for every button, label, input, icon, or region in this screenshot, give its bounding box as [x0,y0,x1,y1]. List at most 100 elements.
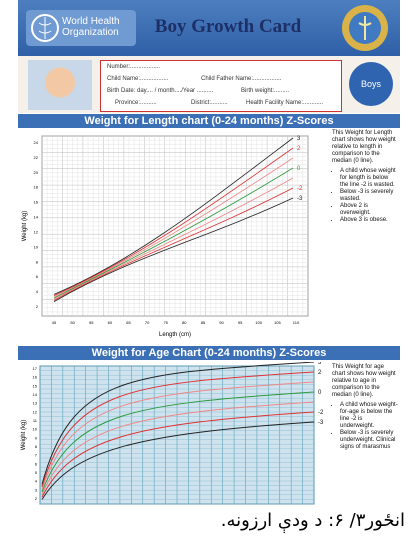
x-tick-label: 65 [126,320,131,325]
bullet: A child whose weight for length is below… [340,168,398,189]
y-tick-label: 10 [33,427,38,432]
x-axis-label: Length (cm) [159,332,191,338]
curve-label: -2 [318,410,324,416]
bullet: Below -3 is severely underweight. Clinic… [340,430,398,451]
field: Health Facility Name:............ [246,100,324,106]
curve-label: 3 [318,362,322,366]
z-curve [53,177,294,300]
side-text: This Weight for age chart shows how weig… [332,364,396,398]
section-heading: Weight for Length chart (0-24 months) Z-… [18,114,400,128]
side-text: This Weight for Length chart shows how w… [332,130,396,164]
z-curve [53,147,294,296]
bullet-list: A child whose weight-for-age is below th… [340,402,398,451]
field: Child Father Name:................. [201,76,282,82]
x-tick-label: 110 [293,320,300,325]
curve-label: -3 [318,420,324,426]
z-curve [53,137,294,295]
y-tick-label: 2 [36,304,39,309]
field: Number:.................. [107,64,161,70]
field: Child Name:................. [107,76,169,82]
z-curve [41,391,315,493]
y-tick-label: 20 [34,170,39,175]
y-tick-label: 2 [35,496,38,501]
bullet: Below -3 is severely wasted. [340,189,398,203]
card-title: Boy Growth Card [154,16,302,37]
z-curve [41,362,315,485]
x-tick-label: 45 [52,320,57,325]
y-tick-label: 18 [34,185,39,190]
y-axis-label: Weight (kg) [21,420,27,451]
field: District:.......... [191,100,228,106]
field: Birth Date: day.... / month..../Year ...… [107,88,214,94]
side-note: This Weight for age chart shows how weig… [332,364,398,451]
weight-age-chart: 2 3 4 5 6 7 8 9 10 11 12 13 14 15 16 17 Weight (kg) 3 2 0 -2… [21,362,324,505]
z-curve [41,401,315,495]
x-tick-label: 55 [89,320,94,325]
x-tick-label: 100 [255,320,262,325]
y-tick-label: 4 [36,289,39,294]
y-tick-label: 11 [33,418,38,423]
y-tick-label: 14 [33,392,38,397]
weight-length-chart: 45 50 55 60 65 70 75 80 85 90 95 100 105 110246810121… [22,135,309,338]
y-tick-label: 4 [35,479,38,484]
z-curve [41,381,315,490]
caption: انځور۳/ ۶: د ودې ارزونه. [220,510,405,531]
who-emblem [31,14,59,42]
y-tick-label: 12 [33,409,38,414]
y-tick-label: 5 [35,470,38,475]
x-tick-label: 50 [70,320,75,325]
x-tick-label: 60 [108,320,113,325]
side-note: This Weight for Length chart shows how w… [332,130,398,224]
curve-label: -3 [297,196,303,202]
header: World Health Organization Boy Growth Car… [18,0,400,56]
field: Birth weight:......... [241,88,290,94]
curve-label: 0 [297,166,301,172]
curve-label: 2 [297,146,301,152]
z-curve [53,197,294,302]
z-curve [53,157,294,298]
y-tick-label: 6 [35,461,38,466]
y-axis-label: Weight (kg) [22,211,28,242]
z-curve [53,187,294,301]
bullet-list: A child whose weight for length is below… [340,168,398,224]
y-tick-label: 16 [34,200,39,205]
y-tick-label: 16 [33,375,38,380]
y-tick-label: 13 [33,401,38,406]
x-tick-label: 95 [238,320,243,325]
y-tick-label: 3 [35,487,38,492]
x-tick-label: 70 [145,320,150,325]
section-heading: Weight for Age Chart (0-24 months) Z-Sco… [18,346,400,360]
bullet: A child whose weight-for-age is below th… [340,402,398,430]
y-tick-label: 9 [35,435,38,440]
bullet: Above 2 is overweight. [340,203,398,217]
y-tick-label: 24 [34,140,39,145]
curve-label: 2 [318,370,322,376]
bullet: Above 3 is obese. [340,217,398,224]
x-tick-label: 90 [219,320,224,325]
z-curve [41,371,315,488]
form-box: Number:.................. Child Name:...… [100,60,342,112]
curve-label: 3 [297,136,301,142]
who-logo: World Health Organization [26,10,136,46]
y-tick-label: 8 [35,444,38,449]
y-tick-label: 22 [34,155,39,160]
z-curve [53,167,294,299]
y-tick-label: 10 [34,244,39,249]
org-name: World Health Organization [62,16,120,38]
z-curve [41,421,315,500]
curve-label: -2 [297,186,303,192]
y-tick-label: 14 [34,215,39,220]
y-tick-label: 7 [35,453,38,458]
x-tick-label: 85 [201,320,206,325]
emblem [342,5,388,51]
x-tick-label: 75 [163,320,168,325]
boys-badge: Boys [349,62,393,106]
curve-label: 0 [318,390,322,396]
x-tick-label: 105 [274,320,281,325]
field: Province:.......... [115,100,157,106]
z-curve [41,411,315,498]
y-tick-label: 15 [33,383,38,388]
y-tick-label: 17 [33,366,38,371]
y-tick-label: 12 [34,229,39,234]
